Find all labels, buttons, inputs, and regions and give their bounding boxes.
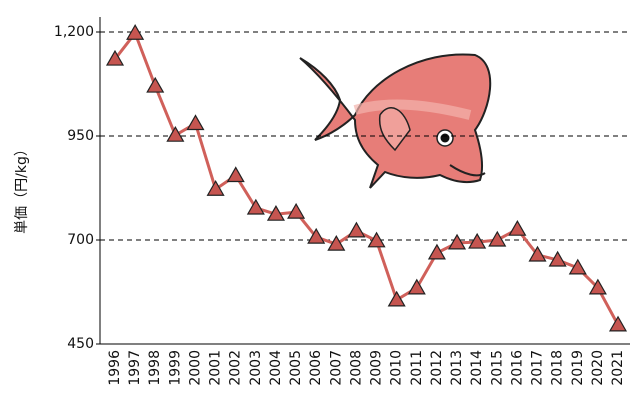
y-tick-label: 950 [67,128,94,144]
x-tick-label: 2019 [570,350,586,386]
data-point [146,76,165,93]
x-tick-label: 2018 [550,350,566,386]
x-tick-label: 2009 [369,350,385,386]
x-tick-label: 2012 [429,350,445,386]
x-tick-label: 1998 [147,350,163,386]
x-tick-label: 2017 [530,350,546,386]
x-tick-label: 2003 [248,350,264,386]
y-axis-label: 単価（円/kg） [14,142,30,234]
data-point [347,221,366,238]
y-tick-label: 1,200 [54,24,94,40]
fish-illustration [299,53,492,189]
x-tick-label: 2001 [208,350,224,386]
data-point [226,166,245,183]
x-tick-label: 2013 [449,350,465,386]
y-tick-label: 450 [67,336,94,352]
data-point [126,24,145,40]
x-tick-label: 2011 [409,350,425,386]
x-tick-label: 2005 [288,350,304,386]
data-point [367,231,386,248]
fish-mouth [449,164,486,177]
x-tick-label: 2010 [389,350,405,386]
x-tick-label: 2000 [187,350,203,386]
data-point [206,180,225,196]
data-point [166,125,185,142]
fish-pupil [440,133,450,143]
x-tick-label: 1996 [107,350,123,386]
data-point [568,258,587,275]
y-tick-label: 700 [67,232,94,248]
x-tick-label: 2014 [469,350,485,386]
x-tick-label: 2020 [590,350,606,386]
data-point [548,250,567,267]
x-tick-label: 1997 [127,350,143,386]
x-tick-label: 2021 [610,350,626,386]
x-tick-label: 2004 [268,350,284,386]
x-tick-label: 2015 [489,350,505,386]
data-point [468,232,487,249]
data-point [488,230,507,247]
fish-belly [353,99,472,120]
data-point [528,245,547,262]
data-point [287,202,306,219]
data-point [186,114,205,131]
data-point [327,234,346,251]
x-tick-label: 1999 [167,350,183,386]
data-point [266,204,285,221]
x-tick-label: 2002 [228,350,244,386]
data-point [105,49,125,66]
x-tick-label: 2006 [308,350,324,386]
fish-gill [378,107,411,152]
data-point [588,278,607,295]
data-point [508,219,527,236]
x-tick-label: 2008 [348,350,364,386]
x-tick-label: 2007 [328,350,344,386]
data-point [387,290,406,307]
data-point [246,198,265,215]
data-point [448,233,467,250]
data-line [113,30,620,326]
data-point [608,315,628,332]
data-point [307,227,326,244]
data-point [427,243,446,260]
x-tick-label: 2016 [509,350,525,386]
data-point [407,278,426,295]
